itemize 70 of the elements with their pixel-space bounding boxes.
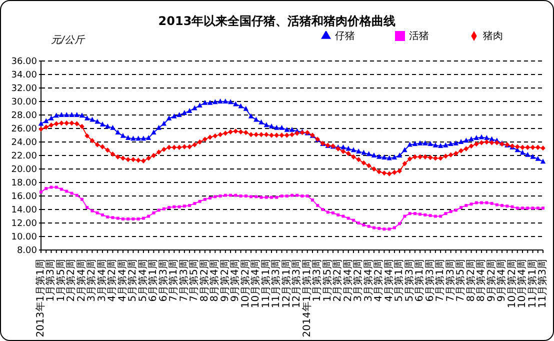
x-tick-label: 3月第4周 xyxy=(96,259,108,302)
x-tick-label: 2014年1月第1周 xyxy=(300,259,313,338)
x-tick-label: 5月第1周 xyxy=(393,259,406,302)
x-tick-label: 11月第3周 xyxy=(536,259,548,308)
x-tick-label: 11月第1周 xyxy=(526,259,538,308)
x-tick-label: 12月第3周 xyxy=(290,259,303,308)
legend-label: 活猪 xyxy=(409,31,429,42)
y-tick-label: 28.00 xyxy=(11,111,38,122)
x-tick-label: 6月第1周 xyxy=(414,259,426,302)
x-tick-label: 11月第1周 xyxy=(260,259,272,308)
y-tick-label: 22.00 xyxy=(11,152,38,162)
x-tick-label: 4月第4周 xyxy=(382,259,395,302)
x-tick-label: 8月第4周 xyxy=(208,259,221,302)
y-tick-label: 30.00 xyxy=(11,98,38,108)
x-tick-label: 8月第4周 xyxy=(475,259,488,302)
x-tick-label: 2月第4周 xyxy=(342,259,354,302)
x-tick-label: 7月第5周 xyxy=(188,259,200,302)
x-tick-label: 5月第3周 xyxy=(403,259,416,302)
y-tick-label: 14.00 xyxy=(11,206,38,216)
x-tick-label: 8月第2周 xyxy=(198,259,210,302)
x-tick-label: 4月第2周 xyxy=(106,259,118,302)
x-tick-label: 9月第4周 xyxy=(229,259,242,302)
x-tick-label: 10月第2周 xyxy=(239,259,252,308)
y-tick-label: 20.00 xyxy=(11,165,38,176)
y-tick-label: 16.00 xyxy=(11,192,38,202)
chart-title: 2013年以来全国仔猪、活猪和猪肉价格曲线 xyxy=(157,13,397,30)
x-tick-label: 9月第2周 xyxy=(485,259,498,302)
x-tick-label: 4月第2周 xyxy=(372,259,385,302)
x-tick-label: 5月第4周 xyxy=(136,259,149,302)
x-tick-label: 3月第4周 xyxy=(362,259,374,302)
y-tick-label: 18.00 xyxy=(11,178,38,189)
x-tick-label: 1月第3周 xyxy=(44,259,57,302)
y-tick-label: 36.00 xyxy=(11,57,38,68)
x-tick-label: 7月第1周 xyxy=(168,259,180,302)
x-tick-label: 3月第2周 xyxy=(86,259,98,302)
x-tick-label: 1月第5周 xyxy=(54,259,67,302)
x-tick-label: 5月第2周 xyxy=(126,259,139,302)
x-tick-label: 6月第1周 xyxy=(147,259,160,302)
legend-label: 仔猪 xyxy=(335,31,355,42)
y-tick-label: 10.00 xyxy=(11,232,38,243)
x-tick-label: 10月第2周 xyxy=(506,259,518,308)
x-tick-label: 7月第3周 xyxy=(178,259,190,302)
x-tick-label: 2月第2周 xyxy=(332,259,344,302)
x-tick-label: 8月第2周 xyxy=(464,259,477,302)
x-tick-label: 2月第4周 xyxy=(75,259,88,302)
x-tick-label: 11月第3周 xyxy=(270,259,282,308)
x-tick-label: 9月第4周 xyxy=(496,259,508,302)
x-tick-label: 2月第2周 xyxy=(65,259,78,302)
y-tick-label: 8.00 xyxy=(16,246,38,256)
y-tick-label: 32.00 xyxy=(11,84,38,94)
x-tick-label: 6月第3周 xyxy=(157,259,170,302)
x-tick-label: 9月第2周 xyxy=(218,259,231,302)
legend-label: 猪肉 xyxy=(483,31,503,42)
x-tick-label: 7月第5周 xyxy=(454,259,467,302)
x-tick-label: 7月第3周 xyxy=(444,259,456,302)
y-tick-label: 26.00 xyxy=(11,124,38,135)
x-tick-label: 7月第1周 xyxy=(434,259,446,302)
x-tick-label: 4月第4周 xyxy=(116,259,128,302)
x-tick-label: 6月第3周 xyxy=(424,259,436,302)
x-tick-label: 10月第4周 xyxy=(250,259,262,308)
x-tick-label: 12月第1周 xyxy=(280,259,292,308)
y-tick-label: 24.00 xyxy=(11,138,38,148)
x-tick-label: 1月第3周 xyxy=(311,259,324,302)
y-axis-title: 元/公斤 xyxy=(51,34,84,47)
x-tick-label: 3月第2周 xyxy=(352,259,364,302)
x-tick-label: 10月第4周 xyxy=(516,259,528,308)
y-tick-label: 12.00 xyxy=(11,219,38,230)
y-tick-label: 34.00 xyxy=(11,70,38,81)
x-tick-label: 2013年1月第1周 xyxy=(34,259,46,338)
x-tick-label: 1月第5周 xyxy=(321,259,334,302)
